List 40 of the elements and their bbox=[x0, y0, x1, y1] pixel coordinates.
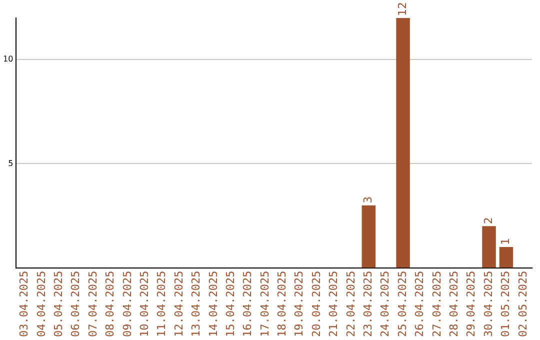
x-tick-label: 10.04.2025 bbox=[138, 270, 151, 338]
y-tick-label: 10 bbox=[2, 54, 14, 64]
x-tick-label: 20.04.2025 bbox=[310, 270, 323, 338]
x-tick-label: 29.04.2025 bbox=[464, 270, 478, 338]
data-label: 1 bbox=[499, 238, 512, 245]
x-tick-label: 15.04.2025 bbox=[224, 270, 237, 338]
x-tick-label: 28.04.2025 bbox=[447, 270, 460, 338]
x-tick-label: 17.04.2025 bbox=[258, 270, 272, 338]
x-tick-label: 21.04.2025 bbox=[327, 270, 340, 338]
x-tick-label: 26.04.2025 bbox=[413, 270, 426, 338]
x-tick-label: 27.04.2025 bbox=[430, 270, 444, 338]
x-tick-label: 12.04.2025 bbox=[172, 270, 186, 338]
data-label: 12 bbox=[396, 2, 409, 16]
x-tick-label: 23.04.2025 bbox=[362, 270, 375, 338]
x-tick-label: 08.04.2025 bbox=[104, 270, 117, 338]
bar bbox=[396, 18, 410, 268]
x-tick-label: 05.04.2025 bbox=[52, 270, 66, 338]
x-tick-label: 24.04.2025 bbox=[378, 270, 392, 338]
x-tick-label: 11.04.2025 bbox=[155, 270, 168, 338]
bar bbox=[362, 205, 376, 268]
x-tick-label: 09.04.2025 bbox=[120, 270, 134, 338]
x-tick-label: 18.04.2025 bbox=[276, 270, 289, 338]
x-tick-label: 13.04.2025 bbox=[190, 270, 203, 338]
x-tick-label: 01.05.2025 bbox=[499, 270, 512, 338]
y-tick-label: 5 bbox=[8, 158, 14, 168]
x-tick-label: 02.05.2025 bbox=[516, 270, 530, 338]
x-tick-label: 04.04.2025 bbox=[34, 270, 48, 338]
x-tick-label: 25.04.2025 bbox=[396, 270, 409, 338]
bar bbox=[499, 246, 514, 268]
x-tick-label: 22.04.2025 bbox=[344, 270, 358, 338]
x-tick-label: 19.04.2025 bbox=[292, 270, 306, 338]
x-tick-label: 14.04.2025 bbox=[206, 270, 220, 338]
data-label: 2 bbox=[482, 217, 495, 224]
bar bbox=[482, 226, 496, 268]
data-label: 3 bbox=[362, 196, 375, 204]
x-tick-label: 07.04.2025 bbox=[86, 270, 100, 338]
x-tick-label: 30.04.2025 bbox=[482, 270, 495, 338]
x-tick-label: 16.04.2025 bbox=[241, 270, 254, 338]
x-tick-label: 06.04.2025 bbox=[69, 270, 82, 338]
x-tick-label: 03.04.2025 bbox=[18, 270, 31, 338]
